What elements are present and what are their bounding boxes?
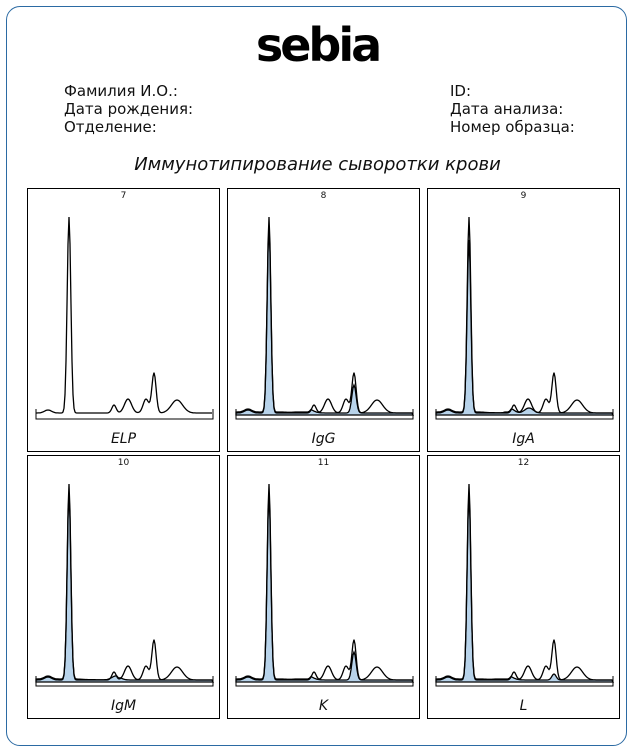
panel-kappa: 11 K	[227, 455, 420, 719]
baseline-axis	[235, 409, 414, 420]
immunofixation-fill	[235, 227, 415, 416]
elp-trace	[436, 483, 612, 681]
panel-igm: 10 IgM	[27, 455, 220, 719]
elp-trace	[236, 216, 412, 414]
panel-label: K	[318, 698, 329, 714]
panel-label: IgA	[512, 431, 535, 447]
elp-trace	[36, 216, 212, 414]
panel-label: IgG	[311, 431, 336, 447]
immunofixation-fill	[435, 239, 615, 416]
elp-trace	[236, 483, 412, 681]
patient-info-left: Фамилия И.О.: Дата рождения: Отделение:	[64, 82, 193, 136]
baseline-axis	[35, 409, 214, 420]
elp-trace	[436, 216, 612, 414]
panel-lambda: 12 L	[427, 455, 620, 719]
baseline-axis	[35, 676, 214, 687]
sebia-logo: sebia	[255, 18, 382, 72]
panel-number: 11	[317, 458, 330, 468]
panel-number: 12	[517, 458, 530, 468]
electrophoresis-curve	[435, 216, 615, 420]
electrophoresis-curve	[35, 483, 215, 687]
electrophoresis-curve	[235, 483, 415, 687]
baseline-axis	[435, 409, 614, 420]
panel-label: ELP	[110, 431, 137, 447]
panel-number: 9	[520, 191, 527, 201]
baseline-axis	[235, 676, 414, 687]
immunofixation-fill	[435, 494, 615, 683]
electrophoresis-curve	[35, 216, 214, 420]
panel-number: 10	[117, 458, 130, 468]
panel-label: L	[519, 698, 528, 714]
panel-label: IgM	[110, 698, 137, 714]
document-title: Иммунотипирование сыворотки крови	[134, 154, 501, 175]
elp-trace	[36, 483, 212, 681]
department-label: Отделение:	[64, 118, 157, 136]
patient-info-right: ID: Дата анализа: Номер образца:	[450, 82, 575, 136]
name-label: Фамилия И.О.:	[64, 82, 178, 100]
immunofixation-fill	[235, 494, 415, 683]
electrophoresis-curve	[235, 216, 415, 420]
baseline-axis	[435, 676, 614, 687]
id-label: ID:	[450, 82, 472, 100]
analysis-date-label: Дата анализа:	[450, 100, 564, 118]
panel-number: 8	[320, 191, 327, 201]
birth-date-label: Дата рождения:	[64, 100, 194, 118]
electrophoresis-curve	[435, 483, 615, 687]
immunofixation-fill	[35, 493, 215, 683]
panel-iga: 9 IgA	[427, 188, 620, 452]
panel-igg: 8 IgG	[227, 188, 420, 452]
panel-elp: 7 ELP	[27, 188, 220, 452]
sample-number-label: Номер образца:	[450, 118, 575, 136]
panel-number: 7	[120, 191, 127, 201]
